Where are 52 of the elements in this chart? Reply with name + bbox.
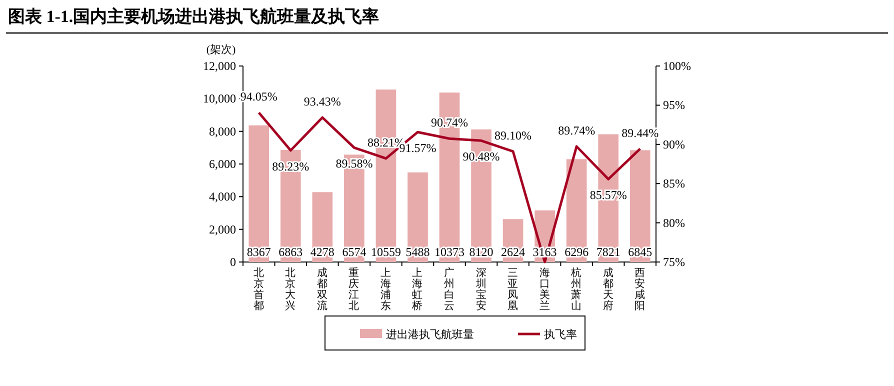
x-tick-label: 北京大兴 <box>285 266 296 312</box>
data-label: 89.58% <box>336 156 373 171</box>
y-tick-label: 2,000 <box>209 222 236 236</box>
data-label: 10373 <box>434 245 464 259</box>
data-label: 6863 <box>278 245 303 259</box>
data-label: 2624 <box>501 245 526 259</box>
x-tick-label: 重庆江北 <box>348 266 360 312</box>
x-tick-label: 西安咸阳 <box>634 267 646 312</box>
data-label: 10559 <box>370 245 401 259</box>
data-label: 6574 <box>342 245 366 259</box>
bar <box>630 150 650 262</box>
x-tick-label: 三亚凤凰 <box>508 267 519 312</box>
data-label: 5488 <box>406 245 430 259</box>
x-tick-label: 成都双流 <box>316 266 328 312</box>
data-label: 89.23% <box>272 159 310 174</box>
data-label: 90.74% <box>431 116 468 130</box>
y-axis-title: (架次) <box>206 43 236 56</box>
data-label: 89.10% <box>494 128 532 142</box>
data-label: 8120 <box>469 245 494 259</box>
x-tick-label: 上海虹桥 <box>411 266 424 312</box>
data-label: 7821 <box>596 245 620 259</box>
y-tick-label: 4,000 <box>209 190 236 204</box>
x-tick-label: 广州白云 <box>444 266 455 312</box>
y-tick-label: 10,000 <box>203 92 236 106</box>
y2-tick-label: 85% <box>663 176 685 191</box>
x-tick-label: 成都天府 <box>602 266 614 312</box>
y2-tick-label: 95% <box>663 98 685 112</box>
bar <box>248 125 270 262</box>
data-label: 93.43% <box>304 94 341 109</box>
y-tick-label: 6,000 <box>209 157 236 171</box>
y2-tick-label: 90% <box>663 137 685 152</box>
chart-title: 图表 1-1.国内主要机场进出港执飞航班量及执飞率 <box>8 7 380 26</box>
x-tick-label: 深圳宝安 <box>474 267 487 312</box>
x-tick-label: 杭州萧山 <box>570 266 582 312</box>
legend-label: 进出港执飞航班量 <box>386 328 474 341</box>
data-label: 4278 <box>310 245 334 259</box>
legend-label: 执飞率 <box>544 328 577 341</box>
data-label: 90.48% <box>462 150 500 164</box>
data-label: 8367 <box>246 245 271 259</box>
data-label: 85.57% <box>590 188 627 202</box>
data-label: 89.74% <box>558 123 596 138</box>
y-tick-label: 0 <box>230 255 236 269</box>
data-label: 6296 <box>564 245 589 259</box>
y2-tick-label: 75% <box>663 255 685 269</box>
x-tick-label: 上海浦东 <box>380 266 392 312</box>
x-tick-label: 海口美兰 <box>539 267 550 312</box>
y2-tick-label: 80% <box>663 216 685 230</box>
y2-tick-label: 100% <box>663 59 691 73</box>
x-tick-label: 北京首都 <box>253 266 264 312</box>
data-label: 6845 <box>628 245 652 259</box>
y-tick-label: 12,000 <box>203 59 236 73</box>
y-tick-label: 8,000 <box>209 124 236 138</box>
